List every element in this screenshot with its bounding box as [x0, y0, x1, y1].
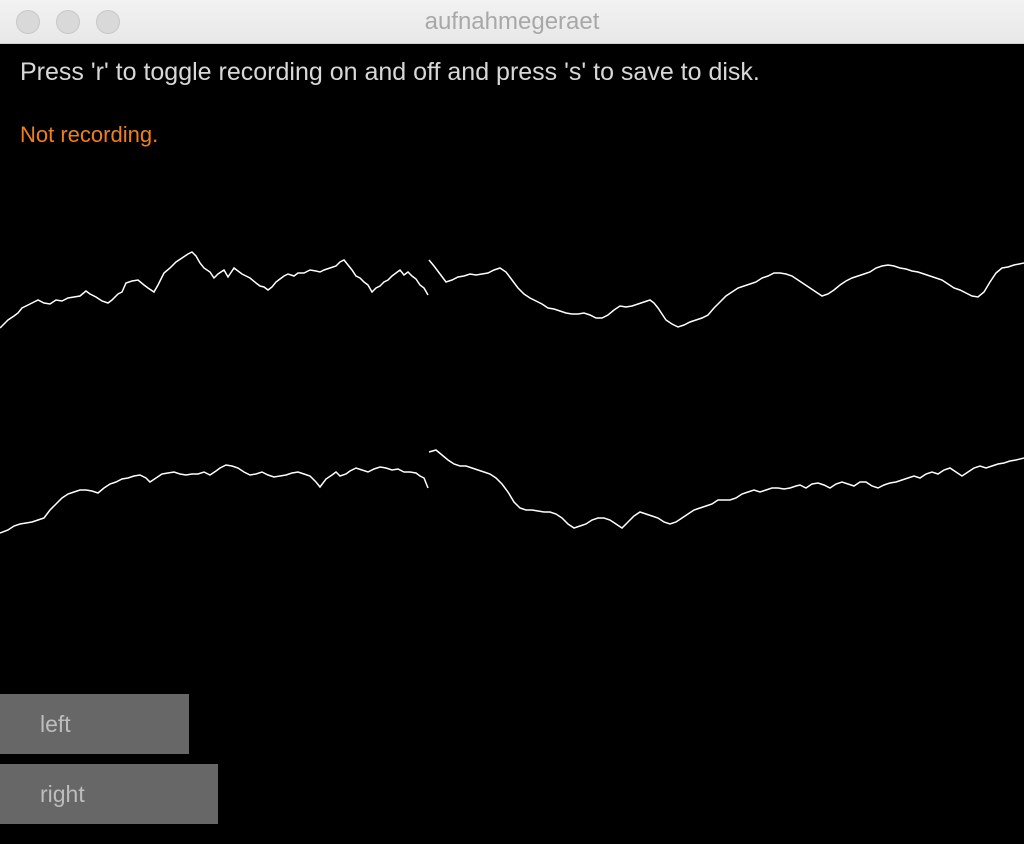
right-waveform-segment-1	[0, 464, 429, 534]
close-window-button[interactable]	[16, 10, 40, 34]
recording-status: Not recording.	[20, 122, 159, 147]
minimize-window-button[interactable]	[56, 10, 80, 34]
left-waveform-segment-1	[0, 251, 429, 329]
right-channel-button[interactable]: right	[0, 764, 218, 824]
window-title: aufnahmegeraet	[424, 8, 600, 35]
instructions-text: Press 'r' to toggle recording on and off…	[20, 58, 760, 86]
right-channel-waveform	[0, 449, 1024, 534]
left-channel-button[interactable]: left	[0, 694, 189, 754]
title-bar[interactable]: aufnahmegeraet	[0, 0, 1024, 44]
right-waveform-segment-2	[428, 449, 1024, 529]
zoom-window-button[interactable]	[96, 10, 120, 34]
left-waveform-segment-2	[428, 259, 1024, 328]
left-channel-waveform	[0, 251, 1024, 329]
